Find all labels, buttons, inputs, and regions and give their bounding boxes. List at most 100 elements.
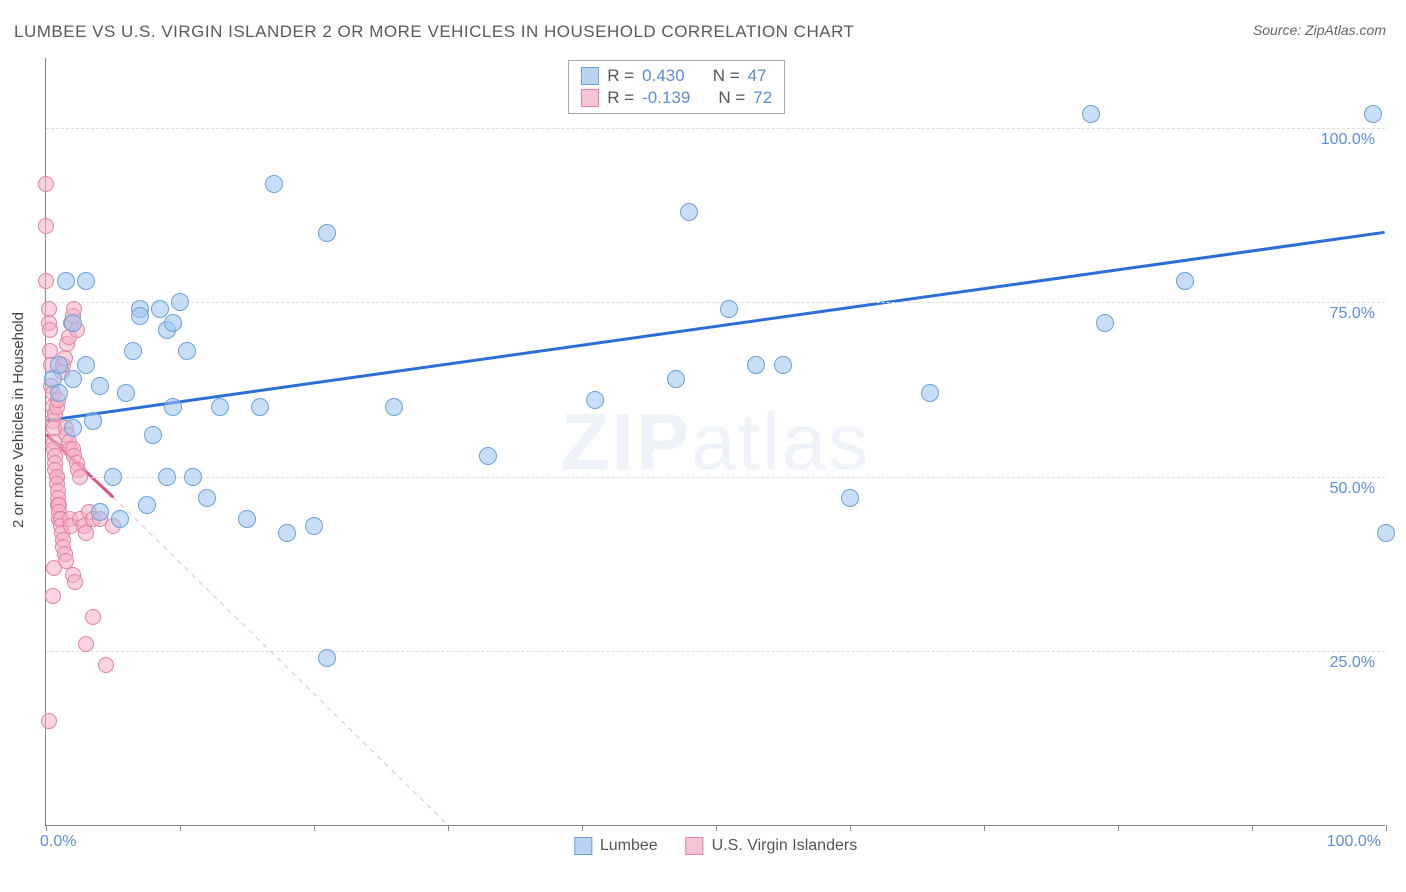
scatter-point-blue (720, 300, 738, 318)
x-tick-mark (582, 825, 583, 831)
watermark-atlas: atlas (691, 397, 870, 486)
scatter-point-blue (50, 356, 68, 374)
legend-swatch (574, 837, 592, 855)
legend-series-item: Lumbee (574, 837, 658, 855)
x-tick-mark (448, 825, 449, 831)
chart-title: LUMBEE VS U.S. VIRGIN ISLANDER 2 OR MORE… (14, 22, 854, 42)
scatter-point-pink (98, 657, 114, 673)
x-tick-mark (1386, 825, 1387, 831)
scatter-point-blue (747, 356, 765, 374)
legend-n-label: N = (718, 88, 745, 108)
scatter-point-blue (305, 517, 323, 535)
scatter-point-blue (164, 314, 182, 332)
gridline-horizontal (46, 651, 1385, 652)
scatter-point-blue (131, 307, 149, 325)
y-tick-label: 100.0% (1321, 131, 1375, 149)
x-axis-min-label: 0.0% (40, 833, 76, 851)
x-tick-mark (46, 825, 47, 831)
scatter-point-pink (41, 713, 57, 729)
scatter-point-blue (385, 398, 403, 416)
x-tick-mark (1252, 825, 1253, 831)
scatter-point-blue (158, 468, 176, 486)
y-tick-label: 25.0% (1330, 654, 1375, 672)
legend-r-label: R = (607, 88, 634, 108)
gridline-horizontal (46, 128, 1385, 129)
legend-series: Lumbee U.S. Virgin Islanders (574, 837, 857, 855)
scatter-point-pink (38, 273, 54, 289)
gridline-horizontal (46, 302, 1385, 303)
scatter-point-blue (91, 377, 109, 395)
legend-n-value: 47 (748, 66, 767, 86)
y-tick-label: 75.0% (1330, 305, 1375, 323)
scatter-point-blue (1377, 524, 1395, 542)
scatter-point-blue (77, 356, 95, 374)
trend-line (46, 232, 1384, 420)
scatter-point-blue (841, 489, 859, 507)
scatter-point-blue (184, 468, 202, 486)
scatter-point-blue (1096, 314, 1114, 332)
scatter-point-blue (318, 224, 336, 242)
scatter-point-pink (45, 588, 61, 604)
scatter-point-blue (124, 342, 142, 360)
scatter-point-blue (774, 356, 792, 374)
scatter-point-blue (1082, 105, 1100, 123)
scatter-point-blue (251, 398, 269, 416)
scatter-point-pink (42, 322, 58, 338)
scatter-point-blue (117, 384, 135, 402)
scatter-point-blue (144, 426, 162, 444)
scatter-point-blue (198, 489, 216, 507)
chart-container: LUMBEE VS U.S. VIRGIN ISLANDER 2 OR MORE… (0, 0, 1406, 892)
scatter-point-blue (178, 342, 196, 360)
scatter-point-blue (586, 391, 604, 409)
x-tick-mark (984, 825, 985, 831)
y-tick-label: 50.0% (1330, 480, 1375, 498)
scatter-point-blue (1176, 272, 1194, 290)
legend-r-value: -0.139 (642, 88, 690, 108)
legend-r-value: 0.430 (642, 66, 685, 86)
scatter-point-blue (64, 419, 82, 437)
scatter-point-blue (479, 447, 497, 465)
scatter-point-blue (64, 314, 82, 332)
scatter-point-blue (138, 496, 156, 514)
plot-area: ZIPatlas R =0.430N =47R =-0.139N =72 Lum… (45, 58, 1385, 826)
scatter-point-blue (77, 272, 95, 290)
scatter-point-blue (111, 510, 129, 528)
scatter-point-pink (78, 636, 94, 652)
scatter-point-blue (238, 510, 256, 528)
trend-line (113, 497, 448, 825)
scatter-point-pink (78, 525, 94, 541)
scatter-point-blue (680, 203, 698, 221)
scatter-point-blue (91, 503, 109, 521)
legend-stat-row: R = 0.430 N = 47 (581, 65, 772, 87)
scatter-point-blue (57, 272, 75, 290)
source-name: ZipAtlas.com (1305, 22, 1386, 38)
x-tick-mark (314, 825, 315, 831)
legend-swatch (581, 67, 599, 85)
legend-statistics: R =0.430N =47R =-0.139N =72 (568, 60, 785, 114)
scatter-point-blue (278, 524, 296, 542)
x-tick-mark (1118, 825, 1119, 831)
scatter-point-blue (211, 398, 229, 416)
scatter-point-blue (265, 175, 283, 193)
trend-lines-layer (46, 58, 1385, 825)
scatter-point-blue (318, 649, 336, 667)
watermark: ZIPatlas (561, 396, 870, 488)
legend-swatch (581, 89, 599, 107)
y-axis-label: 2 or more Vehicles in Household (10, 312, 27, 528)
scatter-point-pink (85, 609, 101, 625)
scatter-point-blue (171, 293, 189, 311)
legend-series-item: U.S. Virgin Islanders (686, 837, 858, 855)
scatter-point-pink (46, 560, 62, 576)
legend-n-label: N = (713, 66, 740, 86)
legend-r-label: R = (607, 66, 634, 86)
scatter-point-blue (667, 370, 685, 388)
legend-swatch (686, 837, 704, 855)
x-tick-mark (850, 825, 851, 831)
scatter-point-pink (38, 176, 54, 192)
scatter-point-blue (84, 412, 102, 430)
scatter-point-blue (1364, 105, 1382, 123)
legend-series-label: Lumbee (600, 837, 658, 855)
x-tick-mark (180, 825, 181, 831)
source-prefix: Source: (1253, 22, 1305, 38)
scatter-point-blue (50, 384, 68, 402)
